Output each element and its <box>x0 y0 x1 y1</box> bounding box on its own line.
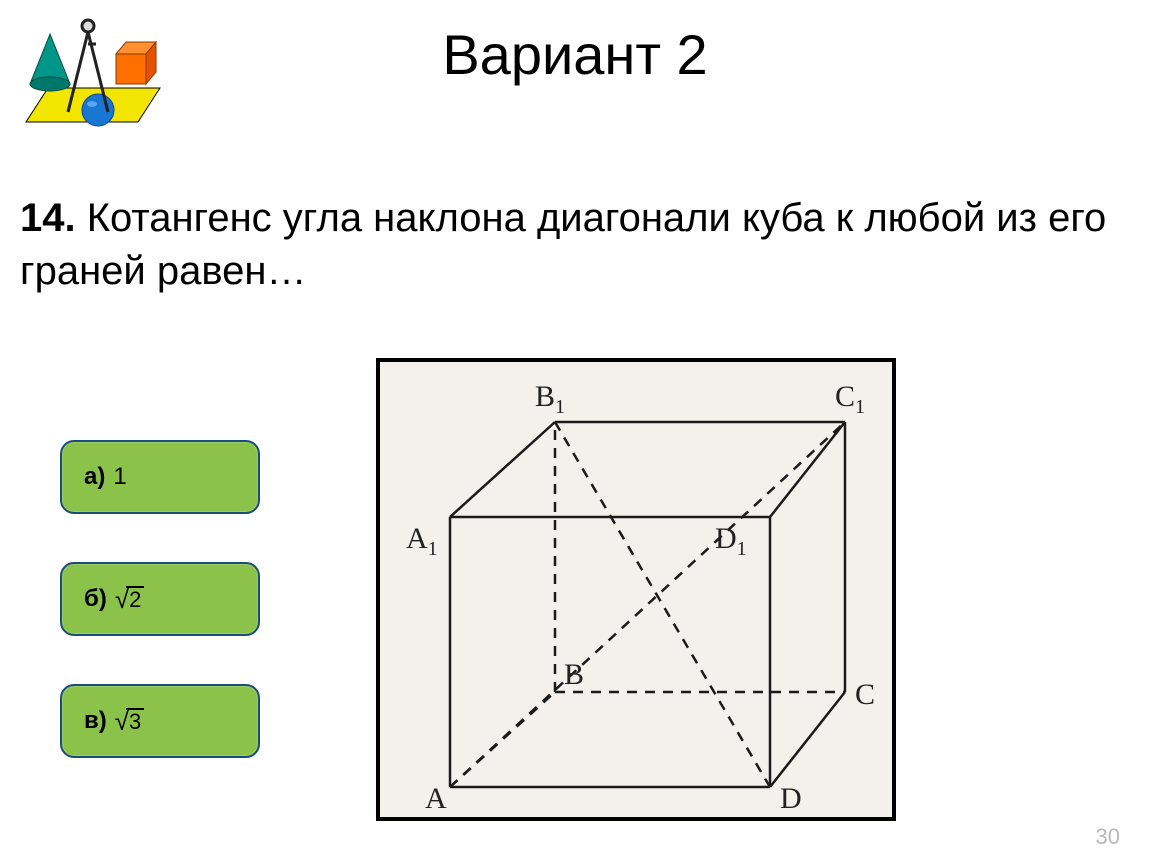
answer-options: а) 1 б) √2 в) √3 <box>60 440 260 758</box>
slide: Вариант 2 14. Котангенс угла наклона диа… <box>0 0 1150 864</box>
page-number: 30 <box>1096 824 1120 850</box>
cube-vertex-label: D <box>780 782 802 816</box>
question-number: 14. <box>20 196 76 240</box>
slide-title: Вариант 2 <box>0 22 1150 87</box>
option-value: 1 <box>113 463 126 491</box>
cube-vertex-label: D1 <box>715 522 747 561</box>
question-body: Котангенс угла наклона диагонали куба к … <box>20 196 1106 293</box>
option-c-button[interactable]: в) √3 <box>60 684 260 758</box>
cube-vertex-label: C <box>855 678 875 712</box>
option-value-sqrt: √3 <box>115 708 145 734</box>
cube-svg <box>380 362 896 821</box>
option-value-sqrt: √2 <box>115 586 145 612</box>
cube-diagram: A D B C A1 D1 B1 C1 <box>376 358 896 821</box>
option-label: в) <box>84 707 107 735</box>
cube-vertex-label: B <box>564 658 584 692</box>
cube-vertex-label: A1 <box>406 522 438 561</box>
option-label: а) <box>84 463 105 491</box>
cube-vertex-label: A <box>425 782 447 816</box>
option-a-button[interactable]: а) 1 <box>60 440 260 514</box>
question-text: 14. Котангенс угла наклона диагонали куб… <box>20 192 1130 298</box>
cube-vertex-label: C1 <box>835 380 865 419</box>
cube-vertex-label: B1 <box>535 380 565 419</box>
option-b-button[interactable]: б) √2 <box>60 562 260 636</box>
option-label: б) <box>84 585 107 613</box>
